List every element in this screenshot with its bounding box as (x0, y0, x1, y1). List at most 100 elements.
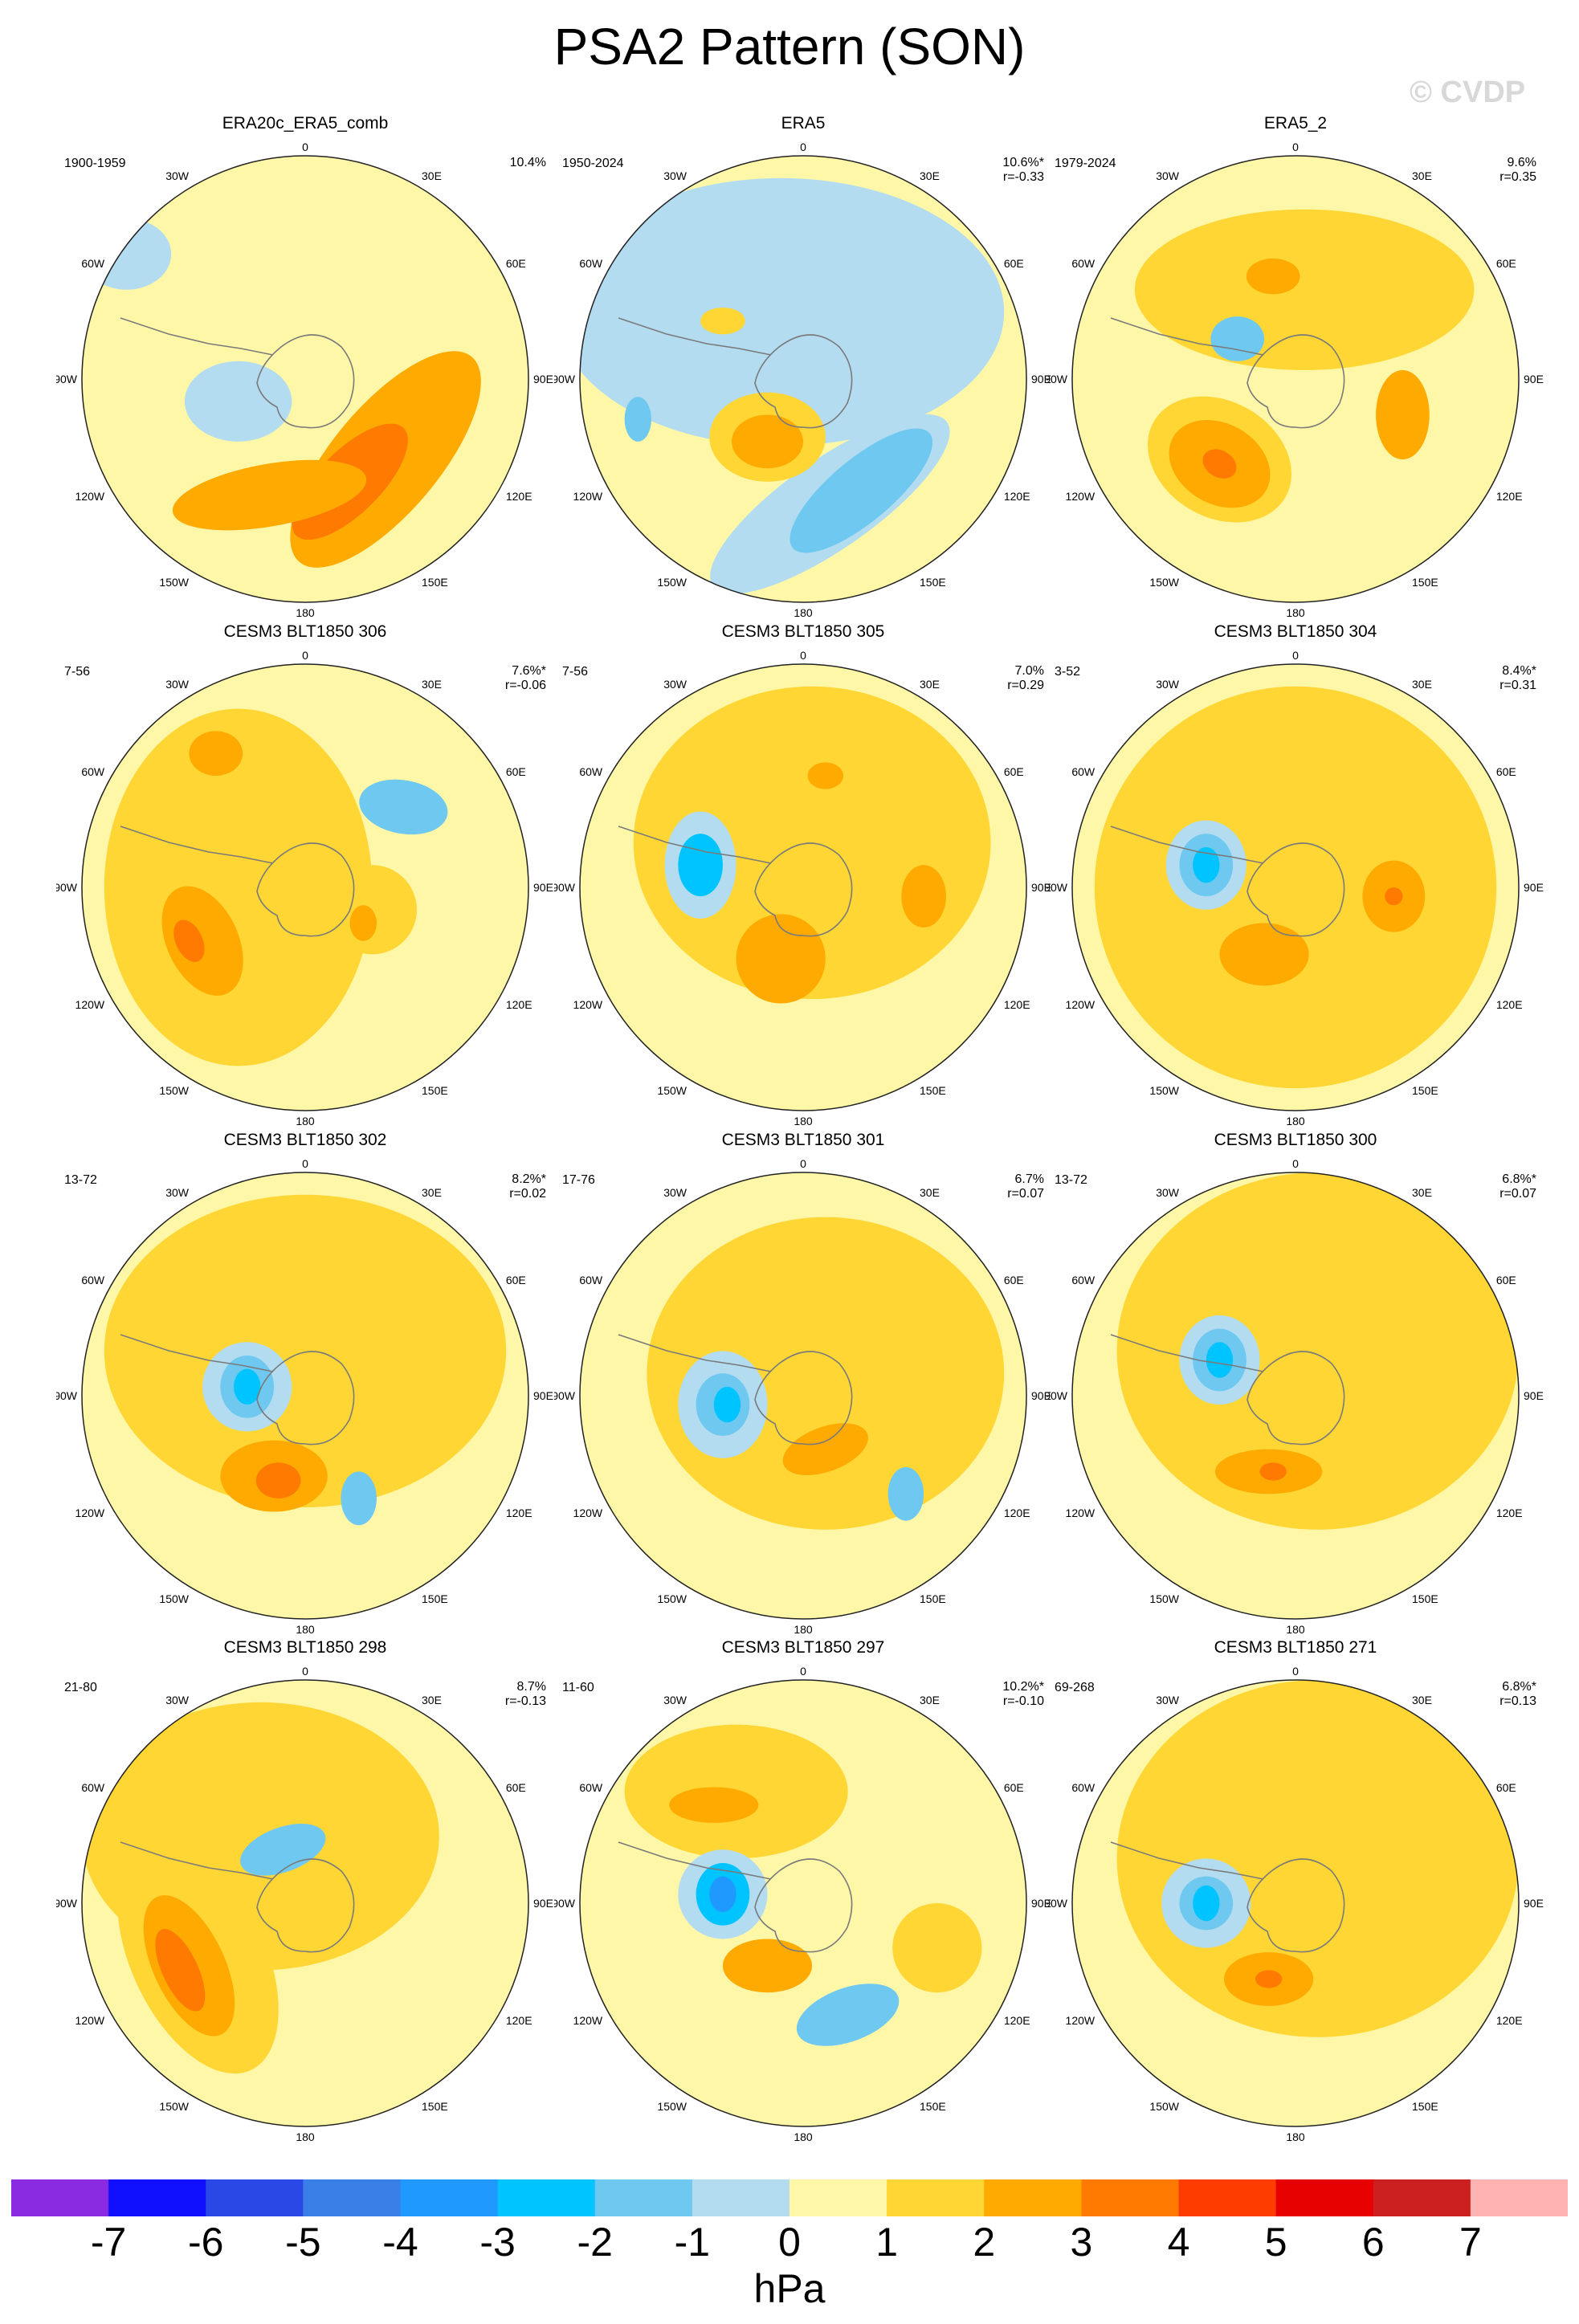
longitude-label: 120E (1004, 490, 1030, 503)
longitude-label: 150W (1149, 1592, 1179, 1605)
anomaly-contour (341, 1471, 377, 1526)
longitude-label: 150W (1149, 576, 1179, 589)
peninsula-outline (120, 1334, 274, 1372)
longitude-label: 90W (554, 373, 576, 385)
anomaly-contour (1376, 369, 1430, 460)
contour-field (82, 1172, 528, 1619)
period-label: 69-268 (1055, 1681, 1095, 1694)
longitude-label: 60W (81, 765, 105, 778)
contour-field (1072, 1680, 1519, 2126)
anomaly-contour (1202, 449, 1237, 479)
period-label: 7-56 (64, 665, 91, 679)
longitude-label: 150E (422, 2100, 448, 2113)
anomaly-contour (255, 1462, 301, 1498)
longitude-label: 30W (165, 1694, 190, 1706)
longitude-label: 30E (920, 169, 940, 182)
longitude-label: 180 (1286, 1623, 1305, 1636)
longitude-label: 150W (159, 576, 189, 589)
map-panel: ERA5 1950-2024 10.6%* r=-0.33 0 180 90W 90E 30W 3… (554, 114, 1052, 620)
colorbar-tick-label: -1 (674, 2220, 711, 2265)
map-border (1071, 1679, 1520, 2127)
variance-label: 7.6%* (512, 664, 546, 678)
longitude-label: 150W (159, 1592, 189, 1605)
variance-label: 8.7% (516, 1680, 546, 1694)
correlation-label: r=0.07 (1007, 1187, 1044, 1201)
anomaly-contour (700, 308, 745, 335)
map-border (81, 663, 529, 1111)
longitude-label: 30E (1412, 169, 1432, 182)
figure-title: PSA2 Pattern (SON) (553, 18, 1026, 75)
longitude-label: 90E (1524, 1897, 1544, 1910)
period-label: 13-72 (1055, 1173, 1087, 1187)
colorbar-swatch (984, 2179, 1082, 2216)
longitude-label: 180 (794, 1115, 813, 1127)
statistics-label: 6.8%* r=0.13 (1499, 1680, 1536, 1709)
longitude-label: 30W (1156, 678, 1180, 691)
longitude-label: 90E (533, 1389, 553, 1402)
longitude-label: 0 (302, 141, 308, 153)
longitude-label: 0 (302, 649, 308, 662)
longitude-label: 150E (422, 1084, 448, 1097)
peninsula-outline (618, 1334, 772, 1372)
longitude-label: 180 (1286, 606, 1305, 619)
longitude-label: 120E (506, 1507, 532, 1519)
colorbar-tick-label: 5 (1264, 2220, 1287, 2265)
longitude-label: 60W (1071, 1781, 1096, 1794)
colorbar-swatch (1373, 2179, 1471, 2216)
anomaly-contour (359, 779, 448, 835)
anomaly-contour (172, 459, 367, 531)
anomaly-contour (669, 1787, 759, 1823)
correlation-label: r=0.29 (1007, 679, 1044, 692)
anomaly-contour (1116, 1172, 1519, 1530)
polar-map: 0 180 90W 90E 30W 30E 60W 60E 120W 120E 150W 150E (56, 649, 553, 1127)
correlation-label: r=0.35 (1499, 170, 1536, 184)
polar-map: 0 180 90W 90E 30W 30E 60W 60E 120W 120E 150W 150E (56, 1665, 553, 2143)
longitude-label: 90W (554, 1897, 576, 1910)
colorbar-swatch (1178, 2179, 1277, 2216)
longitude-label: 180 (296, 2130, 315, 2143)
longitude-label: 60W (1071, 257, 1096, 270)
panel-title: CESM3 BLT1850 297 (721, 1638, 885, 1657)
longitude-label: 150E (1412, 1084, 1438, 1097)
copyright-watermark: © CVDP (1410, 75, 1526, 109)
longitude-label: 120E (1004, 1507, 1030, 1519)
longitude-label: 60W (579, 1274, 603, 1286)
anomaly-contour (1193, 846, 1220, 883)
longitude-label: 150W (657, 1084, 687, 1097)
longitude-label: 0 (800, 1665, 806, 1678)
colorbar-swatch (11, 2179, 109, 2216)
anomaly-contour (732, 414, 803, 469)
longitude-label: 30E (920, 1186, 940, 1199)
colorbar-tick-label: 0 (778, 2220, 801, 2265)
longitude-label: 60E (1004, 1274, 1024, 1286)
map-border (81, 1679, 529, 2127)
longitude-label: 30W (663, 1186, 687, 1199)
contour-field (1072, 1172, 1519, 1619)
map-panel: CESM3 BLT1850 305 7-56 7.0% r=0.29 0 180 90W 90… (554, 622, 1052, 1128)
map-panel: CESM3 BLT1850 304 3-52 8.4%* r=0.31 0 180 90W 9… (1047, 622, 1544, 1128)
longitude-label: 60E (1496, 257, 1516, 270)
longitude-label: 0 (1292, 649, 1299, 662)
longitude-label: 60E (1496, 1781, 1516, 1794)
longitude-label: 30E (422, 169, 442, 182)
anomaly-contour (1219, 923, 1309, 986)
longitude-label: 90E (533, 881, 553, 894)
colorbar-tick-label: 1 (875, 2220, 899, 2265)
statistics-label: 7.0% r=0.29 (1007, 664, 1044, 693)
map-panel: ERA20c_ERA5_comb 1900-1959 10.4% 0 180 90W 90E… (56, 114, 554, 620)
polar-map: 0 180 90W 90E 30W 30E 60W 60E 120W 120E 150W 150E (554, 1665, 1051, 2143)
longitude-label: 60E (1004, 765, 1024, 778)
longitude-label: 60E (506, 765, 526, 778)
longitude-label: 120W (75, 998, 105, 1011)
statistics-label: 10.6%* r=-0.33 (1002, 156, 1044, 185)
statistics-label: 6.8%* r=0.07 (1499, 1172, 1536, 1201)
peninsula-outline (1110, 1841, 1264, 1880)
longitude-label: 90W (56, 373, 78, 385)
map-panel: CESM3 BLT1850 300 13-72 6.8%* r=0.07 0 180 90W… (1047, 1131, 1544, 1637)
peninsula-outline (618, 317, 772, 356)
longitude-label: 60E (506, 1274, 526, 1286)
anomaly-contour (807, 762, 844, 789)
longitude-label: 120W (1066, 2014, 1096, 2027)
colorbar-swatch (594, 2179, 693, 2216)
variance-label: 6.8%* (1502, 1172, 1536, 1186)
